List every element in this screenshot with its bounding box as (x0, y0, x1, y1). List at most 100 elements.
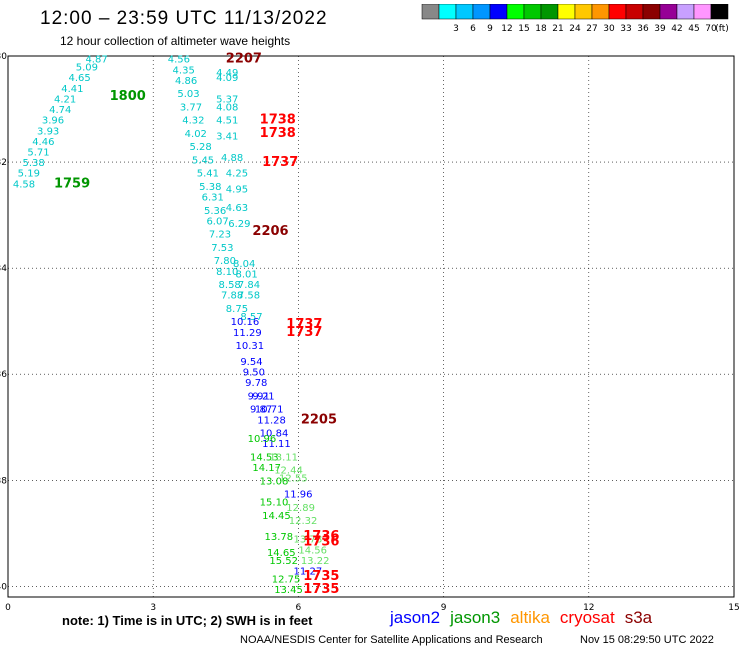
wave-height-label: 13.78 (265, 532, 294, 543)
wave-height-label: 7.58 (238, 291, 260, 302)
wave-height-label: 15.52 (269, 556, 298, 567)
wave-height-label: 10.16 (231, 317, 260, 328)
pass-time-label: 1738 (260, 126, 296, 141)
scale-label: 30 (603, 24, 615, 34)
pass-time-label: 2207 (226, 52, 262, 67)
credit-line: NOAA/NESDIS Center for Satellite Applica… (240, 634, 543, 646)
scale-label: 18 (535, 24, 547, 34)
plot-frame (7, 55, 735, 598)
wave-height-label: 7.80 (214, 256, 236, 267)
wave-height-label: 12.55 (279, 474, 308, 485)
scale-label: 15 (518, 24, 529, 34)
pass-time-label: 1735 (303, 569, 339, 584)
y-tick-label: -30 (0, 52, 7, 62)
wave-height-label: 8.58 (219, 280, 241, 291)
wave-height-label: 3.96 (42, 116, 64, 127)
chart-title: 12:00 – 23:59 UTC 11/13/2022 (40, 8, 328, 29)
wave-height-label: 4.49 (216, 68, 238, 79)
scale-label: 33 (620, 24, 631, 34)
wave-height-label: 4.87 (85, 55, 107, 66)
wave-height-label: 8.04 (233, 259, 255, 270)
wave-height-label: 4.88 (221, 153, 243, 164)
wave-height-label: 8.10 (216, 267, 238, 278)
x-tick-label: 6 (296, 603, 302, 613)
wave-height-label: 14.45 (262, 511, 291, 522)
wave-height-label: 10.84 (260, 429, 289, 440)
legend-jason3: jason3 (450, 608, 501, 627)
wave-height-label: 9.54 (240, 357, 262, 368)
wave-height-label: 13.22 (301, 556, 330, 567)
wave-height-label: 4.86 (175, 76, 197, 87)
wave-height-label: 11.96 (284, 490, 313, 501)
scale-label: 39 (654, 24, 666, 34)
wave-height-label: 7.53 (211, 243, 233, 254)
wave-height-label: 5.09 (76, 63, 98, 74)
pass-time-label: 1759 (54, 176, 90, 191)
footer-note: note: 1) Time is in UTC; 2) SWH is in fe… (62, 613, 313, 628)
wave-height-label: 5.36 (204, 206, 226, 217)
wave-height-label: 5.71 (27, 147, 49, 158)
wave-height-label: 4.51 (216, 116, 238, 127)
wave-height-label: 12.75 (272, 574, 301, 585)
wave-height-label: 4.32 (182, 116, 204, 127)
y-tick-label: -32 (0, 158, 7, 168)
wave-height-label: 11.11 (262, 439, 291, 450)
wave-height-label: 12.44 (274, 466, 303, 477)
wave-height-label: 3.77 (180, 102, 202, 113)
wave-height-label: 8.75 (226, 304, 248, 315)
x-tick-label: 12 (583, 603, 594, 613)
wave-height-label: 11.28 (257, 415, 286, 426)
wave-height-label: 7.23 (209, 230, 231, 241)
wave-height-label: 9.50 (243, 368, 265, 379)
pass-time-label: 2205 (301, 412, 337, 427)
wave-height-label: 13.11 (269, 452, 298, 463)
pass-time-label: 1736 (303, 529, 339, 544)
wave-height-label: 11.27 (294, 566, 323, 577)
wave-height-label: 13.08 (260, 476, 289, 487)
scale-unit: (ft) (715, 24, 729, 34)
pass-time-label: 1738 (260, 113, 296, 128)
wave-height-label: 5.41 (197, 169, 219, 180)
wave-height-label: 4.09 (216, 73, 238, 84)
wave-height-label: 14.65 (267, 548, 296, 559)
legend-jason2: jason2 (390, 608, 441, 627)
wave-height-label: 9.21 (252, 391, 274, 402)
wave-height-label: 6.07 (206, 216, 228, 227)
wave-height-label: 9.87 (250, 405, 272, 416)
wave-height-label: 7.88 (221, 291, 243, 302)
wave-height-label: 14.17 (252, 463, 281, 474)
wave-height-label: 4.63 (226, 203, 248, 214)
wave-height-label: 15.10 (260, 498, 289, 509)
wave-height-label: 5.38 (23, 158, 45, 169)
wave-height-label: 4.21 (54, 94, 76, 105)
x-tick-label: 3 (150, 603, 156, 613)
wave-height-label: 5.38 (199, 182, 221, 193)
y-tick-label: -36 (0, 370, 7, 380)
wave-height-label: 5.28 (190, 142, 212, 153)
scale-label: 3 (453, 24, 459, 34)
pass-time-label: 1735 (303, 582, 339, 597)
wave-height-label: 9.78 (245, 378, 267, 389)
chart-subtitle: 12 hour collection of altimeter wave hei… (60, 34, 291, 48)
scale-label: 45 (688, 24, 699, 34)
pass-time-label: 1737 (286, 325, 322, 340)
y-tick-label: -40 (0, 582, 7, 592)
scale-label: 27 (586, 24, 597, 34)
wave-height-label: 4.35 (173, 65, 195, 76)
legend-s3a: s3a (624, 608, 653, 627)
wave-height-label: 6.31 (202, 193, 224, 204)
wave-height-label: 4.02 (185, 129, 207, 140)
wave-height-label: 3.41 (216, 132, 238, 143)
pass-time-label: 1736 (303, 534, 339, 549)
wave-height-label: 10.31 (235, 341, 264, 352)
scale-label: 36 (637, 24, 649, 34)
satellite-legend: jason2 jason3 altika cryosat s3a (390, 608, 662, 628)
wave-height-label: 8.57 (240, 312, 262, 323)
wave-height-label: 8.01 (235, 269, 257, 280)
wave-height-label: 4.95 (226, 185, 248, 196)
wave-height-label: 5.03 (177, 89, 199, 100)
pass-time-label: 1737 (286, 317, 322, 332)
scale-label: 70 (705, 24, 717, 34)
wave-height-label: 4.56 (168, 55, 190, 66)
legend-altika: altika (510, 608, 550, 627)
